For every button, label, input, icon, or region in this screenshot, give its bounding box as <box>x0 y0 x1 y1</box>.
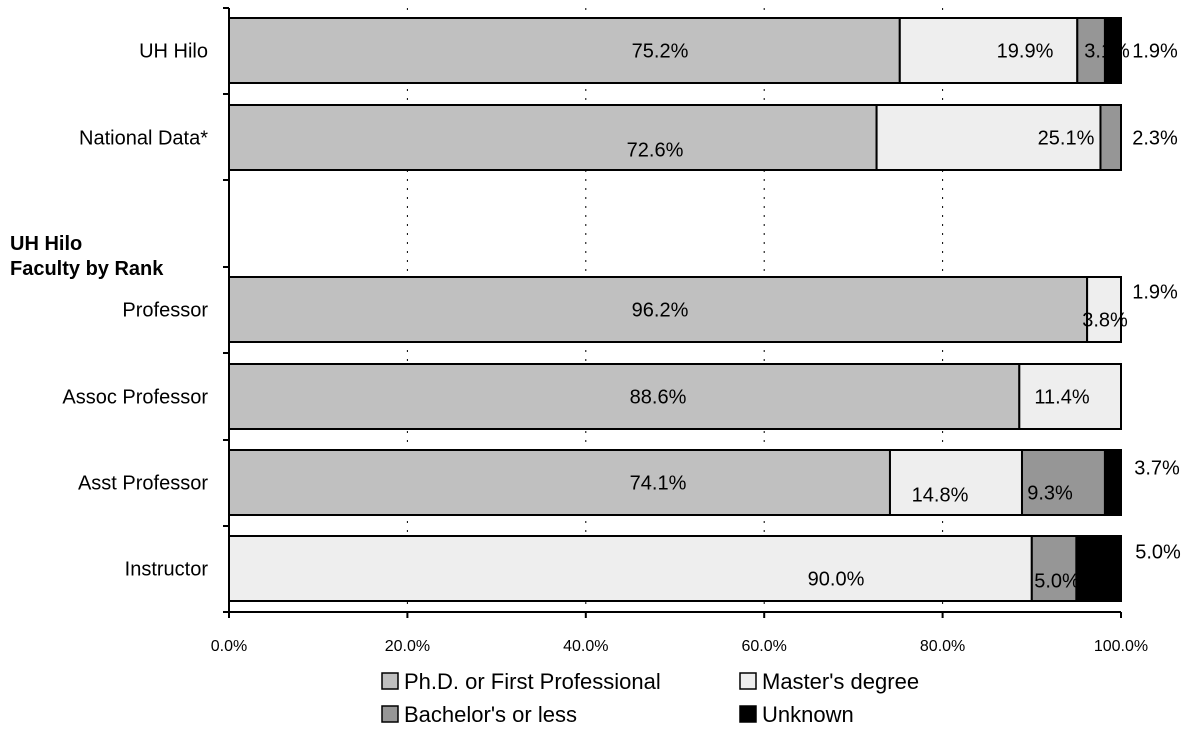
axis-layer: 0.0% 20.0% 40.0% 60.0% 80.0% 100.0% <box>211 7 1148 655</box>
bar-segment <box>1086 276 1123 343</box>
data-label: 96.2% <box>632 300 689 322</box>
bar-segment <box>228 17 901 84</box>
category-label: Asst Professor <box>78 473 208 495</box>
data-label: 25.1% <box>1038 128 1095 150</box>
data-label: 74.1% <box>630 473 687 495</box>
data-label: 75.2% <box>632 41 689 63</box>
x-tick-label: 0.0% <box>211 638 247 655</box>
bar-segment <box>228 449 891 516</box>
bar-segment <box>875 104 1102 171</box>
group-label: UH Hilo Faculty by Rank <box>10 233 164 280</box>
legend-swatch <box>381 705 399 723</box>
bar-segment <box>1103 449 1122 516</box>
bar-segment <box>228 363 1021 430</box>
data-label: 11.4% <box>1034 387 1089 409</box>
legend-swatch <box>739 705 757 723</box>
category-label: Instructor <box>125 559 209 581</box>
data-label: 19.9% <box>997 41 1054 63</box>
legend-layer: Ph.D. or First Professional Master's degr… <box>381 669 919 727</box>
bar-segment <box>1020 449 1106 516</box>
data-label: 1.9% <box>1132 41 1178 63</box>
x-tick-label: 40.0% <box>563 638 608 655</box>
x-tick-label: 80.0% <box>920 638 965 655</box>
data-label: 72.6% <box>627 140 684 162</box>
legend-label: Unknown <box>762 702 854 727</box>
x-tick-label: 60.0% <box>742 638 787 655</box>
labels-layer: UH Hilo 75.2% 19.9% 3.1% 1.9%National Data*7… <box>10 41 1181 593</box>
legend-swatch <box>381 672 399 690</box>
category-label: Assoc Professor <box>62 387 208 409</box>
data-label: 3.7% <box>1134 458 1180 480</box>
data-label: 14.8% <box>912 485 969 507</box>
legend-label: Master's degree <box>762 669 919 694</box>
x-tick-label: 20.0% <box>385 638 430 655</box>
data-label: 5.0% <box>1034 571 1080 593</box>
data-label: 1.9% <box>1132 282 1178 304</box>
bar-segment <box>1099 104 1123 171</box>
data-label: 90.0% <box>808 569 865 591</box>
bar-segment <box>1103 17 1122 84</box>
bar-segment <box>888 449 1023 516</box>
category-label: National Data* <box>79 128 208 150</box>
data-label: 2.3% <box>1132 128 1178 150</box>
data-label: 9.3% <box>1027 483 1073 505</box>
category-label: Professor <box>122 300 208 322</box>
data-label: 3.1% <box>1084 41 1130 63</box>
bar-segment <box>1018 363 1123 430</box>
bar-segment <box>1075 535 1123 602</box>
bar-segment <box>898 17 1079 84</box>
data-label: 5.0% <box>1135 542 1181 564</box>
bar-segment <box>228 104 878 171</box>
legend-label: Ph.D. or First Professional <box>404 669 661 694</box>
bar-segment <box>228 535 1033 602</box>
legend-label: Bachelor's or less <box>404 702 577 727</box>
data-label: 3.8% <box>1082 310 1128 332</box>
legend-swatch <box>739 672 757 690</box>
bars-layer <box>228 17 1123 602</box>
category-label: UH Hilo <box>139 41 208 63</box>
x-tick-label: 100.0% <box>1094 638 1148 655</box>
data-label: 88.6% <box>630 387 687 409</box>
